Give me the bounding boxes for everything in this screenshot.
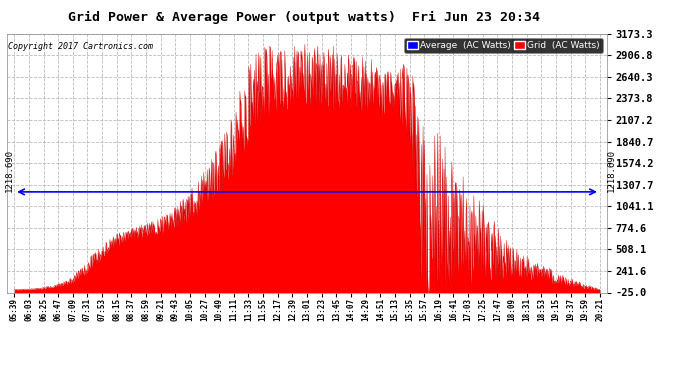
Text: 1218.690: 1218.690 [5, 149, 14, 192]
Text: 1218.690: 1218.690 [607, 149, 616, 192]
Text: Grid Power & Average Power (output watts)  Fri Jun 23 20:34: Grid Power & Average Power (output watts… [68, 11, 540, 24]
Text: Copyright 2017 Cartronics.com: Copyright 2017 Cartronics.com [8, 42, 152, 51]
Legend: Average  (AC Watts), Grid  (AC Watts): Average (AC Watts), Grid (AC Watts) [404, 38, 602, 53]
